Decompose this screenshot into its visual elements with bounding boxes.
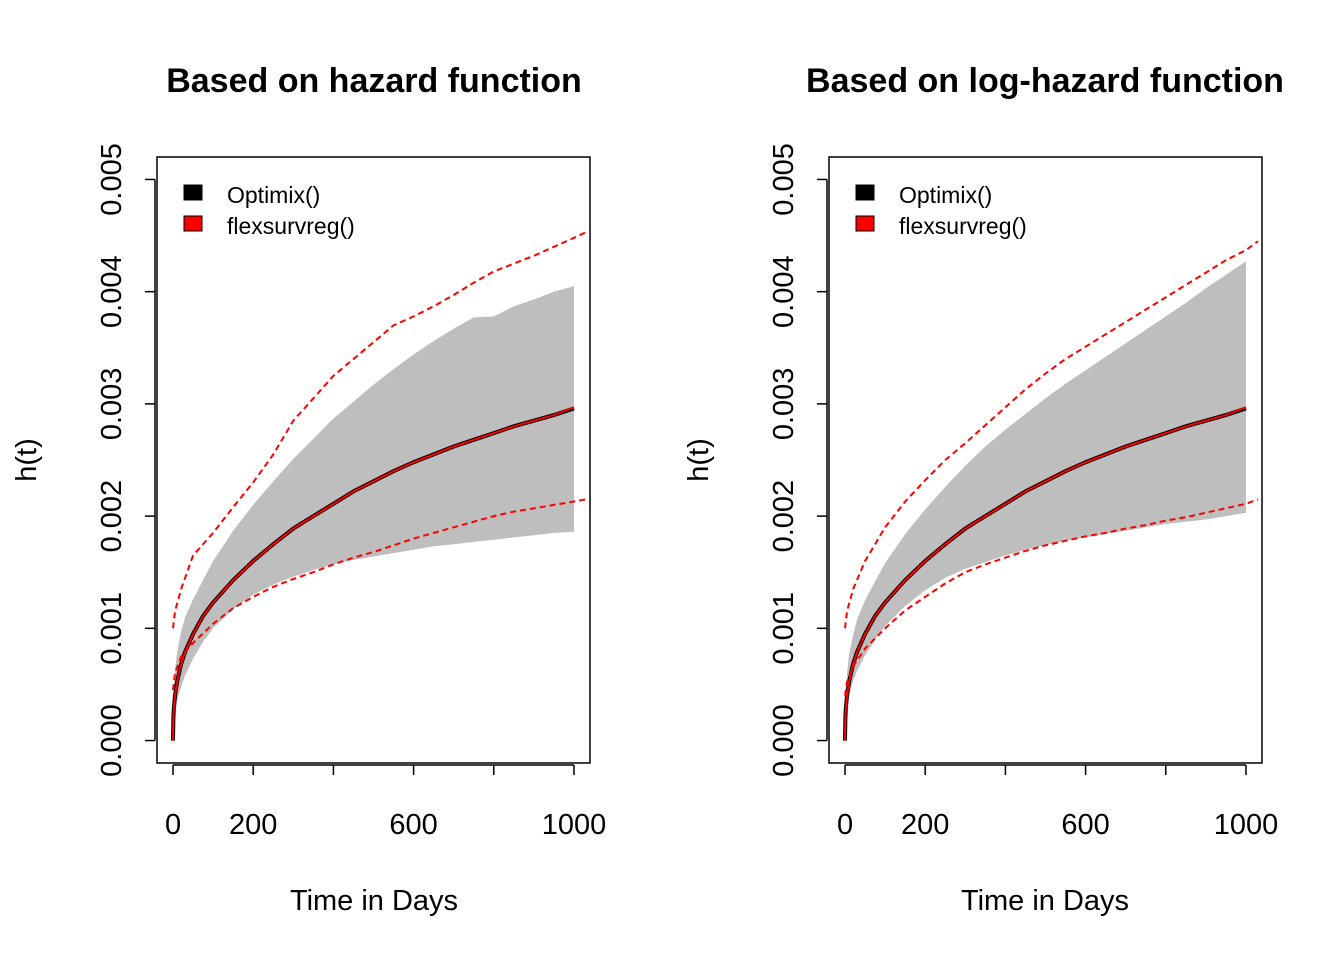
chart-title: Based on hazard function — [166, 62, 582, 100]
y-tick-label: 0.001 — [768, 592, 800, 665]
plot-frame — [828, 156, 1263, 764]
y-tick-label: 0.002 — [96, 480, 128, 553]
legend: Optimix() flexsurvreg() — [855, 182, 1027, 239]
y-tick-label: 0.003 — [96, 368, 128, 441]
series-line-flexsurvreg — [172, 406, 575, 741]
series-line-ci-dashed — [844, 498, 1259, 696]
chart-panel-hazard: Based on hazard function 0 200 600 1000 0.0… — [11, 62, 606, 917]
x-tick-label: 200 — [901, 809, 949, 841]
plot-frame — [156, 156, 591, 764]
legend: Optimix() flexsurvreg() — [183, 182, 355, 239]
legend-swatch — [183, 215, 203, 232]
y-tick-label: 0.002 — [768, 480, 800, 553]
y-axis-label: h(t) — [11, 438, 43, 482]
legend-swatch — [183, 184, 203, 201]
y-tick-label: 0.000 — [96, 704, 128, 777]
series-line-ci-dashed — [844, 240, 1259, 629]
x-tick-label: 0 — [837, 809, 853, 841]
plot-area — [843, 240, 1259, 741]
y-axis: 0.000 0.001 0.002 0.003 0.004 0.005 — [96, 143, 156, 777]
y-tick-label: 0.004 — [96, 255, 128, 328]
plot-area — [171, 231, 587, 743]
chart-title: Based on log-hazard function — [806, 62, 1284, 100]
legend-swatch — [855, 184, 875, 201]
x-tick-label: 1000 — [1214, 809, 1279, 841]
legend-label: flexsurvreg() — [899, 213, 1027, 239]
legend-swatch — [855, 215, 875, 232]
y-tick-label: 0.003 — [768, 368, 800, 441]
legend-label: Optimix() — [899, 182, 992, 208]
legend-label: Optimix() — [227, 182, 320, 208]
legend-label: flexsurvreg() — [227, 213, 355, 239]
x-tick-label: 600 — [389, 809, 437, 841]
x-tick-label: 200 — [229, 809, 277, 841]
x-axis-label: Time in Days — [961, 885, 1129, 917]
x-tick-label: 1000 — [542, 809, 607, 841]
y-axis: 0.000 0.001 0.002 0.003 0.004 0.005 — [768, 143, 828, 777]
confidence-band — [173, 286, 574, 743]
x-axis: 0 200 600 1000 — [165, 764, 607, 841]
y-tick-label: 0.001 — [96, 592, 128, 665]
x-axis-label: Time in Days — [290, 885, 458, 917]
y-tick-label: 0.000 — [768, 704, 800, 777]
x-tick-label: 600 — [1061, 809, 1109, 841]
y-tick-label: 0.005 — [96, 143, 128, 216]
y-axis-label: h(t) — [683, 438, 715, 482]
series-line-ci-dashed — [172, 231, 587, 629]
x-tick-label: 0 — [165, 809, 181, 841]
series-line-ci-dashed — [172, 498, 587, 691]
confidence-band — [845, 261, 1246, 738]
y-tick-label: 0.004 — [768, 255, 800, 328]
x-axis: 0 200 600 1000 — [837, 764, 1279, 841]
chart-panel-log-hazard: Based on log-hazard function 0 200 600 1000… — [683, 62, 1284, 917]
y-tick-label: 0.005 — [768, 143, 800, 216]
